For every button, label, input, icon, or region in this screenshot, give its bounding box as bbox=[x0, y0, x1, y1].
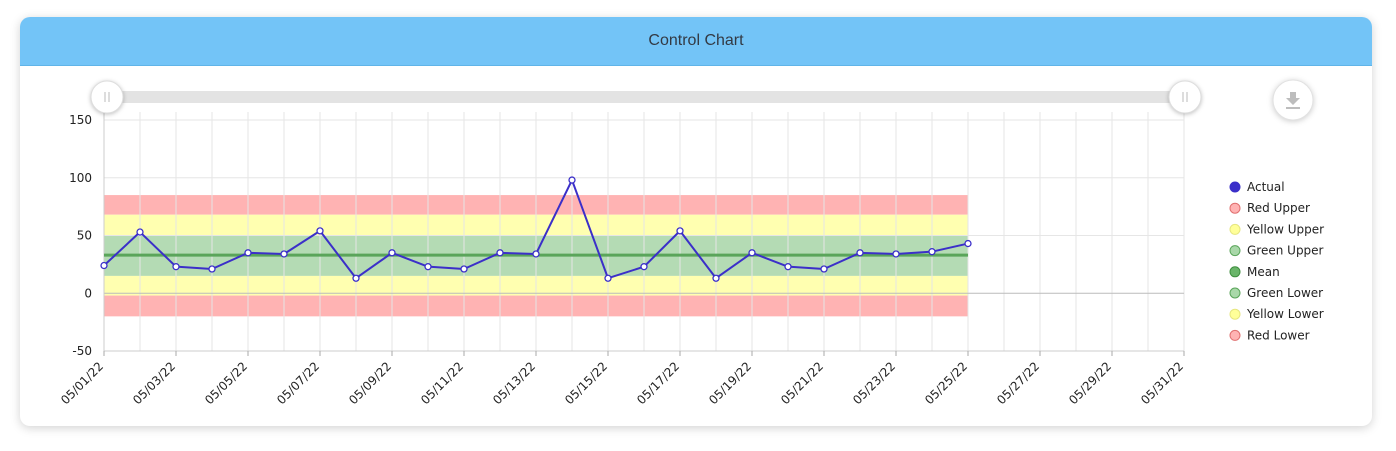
actual-data-point bbox=[100, 261, 108, 270]
card-title: Control Chart bbox=[648, 32, 744, 49]
legend-label-yellow-lower[interactable]: Yellow Lower bbox=[1246, 307, 1324, 321]
actual-data-point bbox=[424, 263, 432, 271]
x-tick-label: 05/23/22 bbox=[850, 359, 898, 407]
actual-data-point bbox=[604, 274, 612, 282]
actual-data-point bbox=[532, 250, 540, 258]
actual-data-point bbox=[352, 274, 360, 282]
actual-data-point bbox=[208, 265, 216, 273]
actual-data-point bbox=[280, 250, 288, 258]
legend-label-red-upper[interactable]: Red Upper bbox=[1247, 201, 1310, 215]
actual-data-point bbox=[568, 176, 576, 184]
legend-marker-green-upper bbox=[1229, 245, 1241, 257]
actual-data-point bbox=[784, 263, 792, 271]
control-chart: -50 0 50 100 150 05/01/22 05/03/22 05/05/22 05/0… bbox=[58, 79, 1324, 407]
x-tick-label: 05/17/22 bbox=[634, 359, 682, 407]
x-tick-label: 05/07/22 bbox=[274, 359, 322, 407]
legend-marker-red-upper bbox=[1229, 202, 1241, 214]
range-slider-handle-right[interactable] bbox=[1168, 80, 1202, 114]
legend-marker-yellow-lower bbox=[1229, 308, 1241, 320]
actual-data-point bbox=[892, 250, 900, 258]
download-icon bbox=[1286, 92, 1300, 105]
actual-data-point bbox=[820, 265, 828, 273]
actual-data-point bbox=[172, 263, 180, 271]
y-tick-label: 150 bbox=[69, 113, 92, 127]
actual-data-point bbox=[964, 239, 972, 248]
y-tick-label: 50 bbox=[77, 229, 92, 243]
actual-data-point bbox=[316, 227, 324, 235]
x-tick-label: 05/05/22 bbox=[202, 359, 250, 407]
x-tick-label: 05/01/22 bbox=[58, 359, 106, 407]
legend-marker-yellow-upper bbox=[1229, 223, 1241, 235]
range-slider-track[interactable] bbox=[107, 91, 1184, 103]
x-tick-label: 05/09/22 bbox=[346, 359, 394, 407]
actual-data-point bbox=[388, 249, 396, 257]
actual-data-point bbox=[928, 248, 936, 256]
legend-label-actual[interactable]: Actual bbox=[1247, 180, 1285, 194]
legend-label-green-upper[interactable]: Green Upper bbox=[1247, 244, 1324, 258]
actual-data-point bbox=[676, 227, 684, 235]
legend-marker-red-lower bbox=[1229, 329, 1241, 341]
x-tick-label: 05/11/22 bbox=[418, 359, 466, 407]
actual-data-point bbox=[460, 265, 468, 273]
card-header: Control Chart bbox=[20, 17, 1372, 66]
legend-marker-mean bbox=[1229, 266, 1241, 278]
x-tick-label: 05/31/22 bbox=[1138, 359, 1186, 407]
x-tick-label: 05/21/22 bbox=[778, 359, 826, 407]
range-slider-handle-left[interactable] bbox=[90, 80, 124, 114]
y-tick-label: 100 bbox=[69, 171, 92, 185]
actual-data-point bbox=[856, 249, 864, 257]
x-tick-label: 05/15/22 bbox=[562, 359, 610, 407]
x-tick-label: 05/19/22 bbox=[706, 359, 754, 407]
actual-data-point bbox=[640, 263, 648, 271]
control-chart-card: Control Chart -50 0 50 100 150 05/01/22 05/03/… bbox=[20, 17, 1372, 426]
actual-data-point bbox=[712, 274, 720, 282]
legend-marker-actual bbox=[1229, 181, 1241, 193]
download-icon-base bbox=[1286, 107, 1300, 109]
x-tick-label: 05/27/22 bbox=[994, 359, 1042, 407]
legend-marker-green-lower bbox=[1229, 287, 1241, 299]
y-tick-label: 0 bbox=[84, 286, 92, 300]
actual-data-point bbox=[496, 249, 504, 257]
chart-area: -50 0 50 100 150 05/01/22 05/03/22 05/05/22 05/0… bbox=[20, 66, 1372, 426]
actual-data-point bbox=[136, 228, 144, 236]
x-tick-label: 05/03/22 bbox=[130, 359, 178, 407]
legend-label-red-lower[interactable]: Red Lower bbox=[1247, 328, 1310, 342]
x-tick-label: 05/13/22 bbox=[490, 359, 538, 407]
actual-data-point bbox=[244, 249, 252, 257]
y-tick-label: -50 bbox=[72, 344, 92, 358]
legend-label-mean[interactable]: Mean bbox=[1247, 265, 1280, 279]
legend-label-yellow-upper[interactable]: Yellow Upper bbox=[1246, 222, 1324, 236]
x-tick-label: 05/25/22 bbox=[922, 359, 970, 407]
legend-label-green-lower[interactable]: Green Lower bbox=[1247, 286, 1323, 300]
x-tick-label: 05/29/22 bbox=[1066, 359, 1114, 407]
actual-data-point bbox=[748, 249, 756, 257]
